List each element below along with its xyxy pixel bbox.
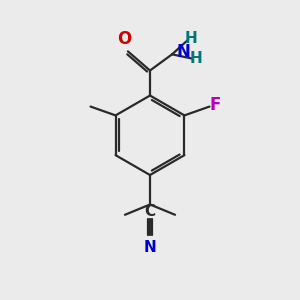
Text: N: N xyxy=(144,240,156,255)
Text: O: O xyxy=(117,30,131,48)
Text: N: N xyxy=(176,43,190,61)
Text: F: F xyxy=(209,96,220,114)
Text: C: C xyxy=(144,204,156,219)
Text: H: H xyxy=(189,51,202,66)
Text: H: H xyxy=(185,31,198,46)
